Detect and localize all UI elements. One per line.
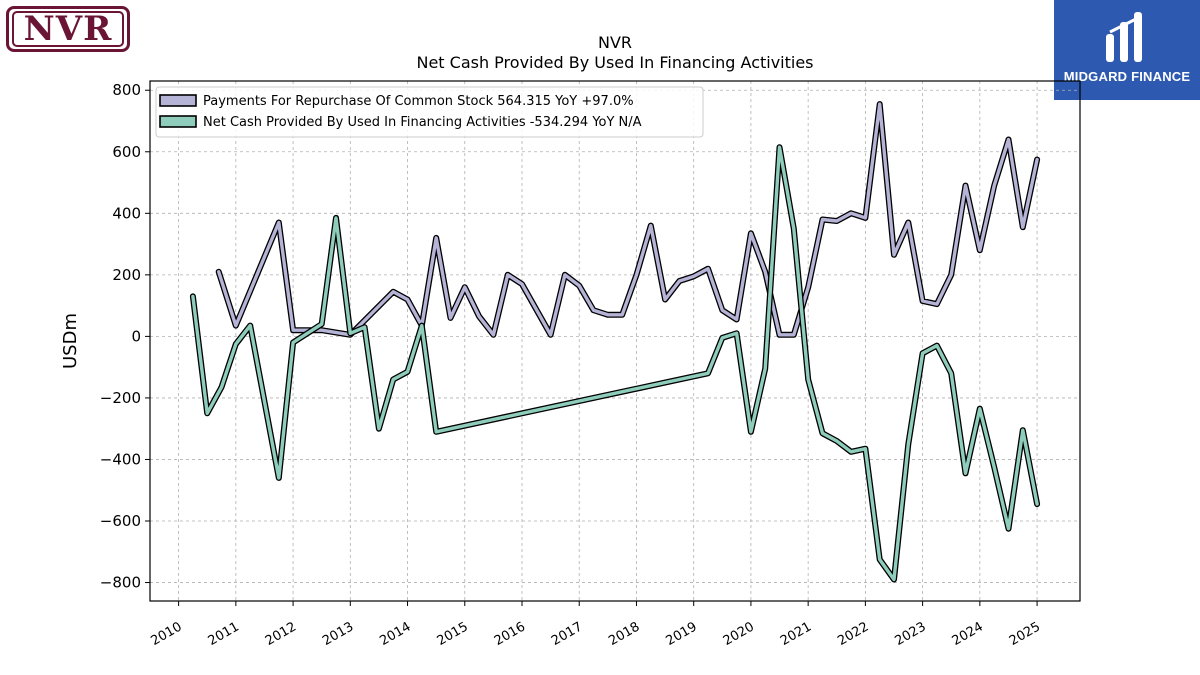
x-tick-label: 2019 — [664, 619, 700, 649]
y-tick-label: 400 — [112, 204, 141, 222]
y-tick-label: −600 — [100, 512, 141, 530]
legend-swatch-repurchase — [159, 94, 197, 107]
y-tick-label: 600 — [112, 143, 141, 161]
x-tick-label: 2022 — [835, 619, 871, 649]
chart-subtitle: Net Cash Provided By Used In Financing A… — [416, 53, 813, 72]
nvr-logo: NVR — [6, 6, 130, 52]
y-axis: −800 −600 −400 −200 0 200 400 600 800 — [100, 81, 150, 592]
nvr-logo-text: NVR — [23, 9, 113, 49]
x-tick-label: 2023 — [892, 619, 928, 649]
legend: Payments For Repurchase Of Common Stock … — [155, 86, 704, 138]
x-tick-label: 2025 — [1007, 619, 1043, 649]
midgard-finance-logo: MIDGARD FINANCE — [1054, 0, 1200, 100]
x-tick-label: 2014 — [377, 619, 413, 649]
y-tick-label: −400 — [100, 450, 141, 468]
gridlines — [150, 81, 1080, 601]
x-tick-label: 2011 — [206, 619, 242, 649]
y-tick-label: 0 — [131, 327, 141, 345]
series-line-outline-1 — [189, 144, 1041, 583]
legend-swatch-financing — [159, 115, 197, 128]
x-tick-label: 2010 — [148, 619, 184, 649]
legend-box — [155, 86, 704, 138]
x-tick-label: 2015 — [435, 619, 471, 649]
legend-label-financing: Net Cash Provided By Used In Financing A… — [203, 115, 642, 130]
midgard-mark-icon — [1106, 12, 1142, 62]
x-tick-label: 2012 — [263, 619, 299, 649]
x-tick-label: 2016 — [492, 619, 528, 649]
y-tick-label: 800 — [112, 81, 141, 99]
x-tick-label: 2018 — [606, 619, 642, 649]
series-line-1 — [191, 145, 1039, 582]
y-tick-label: 200 — [112, 266, 141, 284]
nvr-logo-frame: NVR — [12, 11, 124, 47]
plot-frame — [149, 80, 1081, 602]
x-tick-label: 2013 — [320, 619, 356, 649]
x-tick-label: 2017 — [549, 619, 585, 649]
x-axis: 2010 2011 2012 2013 2014 2015 2016 2017 2018 2019… — [148, 601, 1043, 649]
y-tick-label: −200 — [100, 389, 141, 407]
legend-label-repurchase: Payments For Repurchase Of Common Stock … — [203, 94, 634, 109]
series-line-0 — [217, 102, 1039, 337]
y-tick-label: −800 — [100, 574, 141, 592]
x-tick-label: 2020 — [721, 619, 757, 649]
x-tick-label: 2024 — [950, 619, 986, 649]
series-lines — [189, 101, 1041, 583]
midgard-logo-text: MIDGARD FINANCE — [1063, 69, 1191, 84]
chart-title: NVR — [598, 33, 632, 52]
x-tick-label: 2021 — [778, 619, 814, 649]
y-axis-label: USDm — [60, 313, 81, 369]
